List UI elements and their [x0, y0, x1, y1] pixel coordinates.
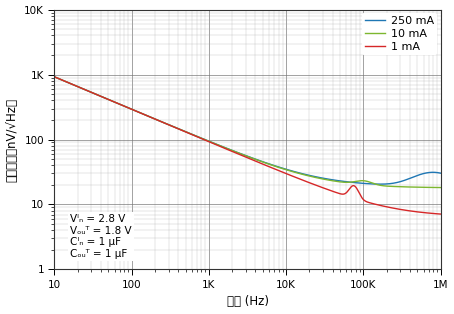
250 mA [430, 171, 436, 174]
10 mA [389, 185, 394, 188]
250 mA [118, 103, 124, 107]
10 mA [430, 186, 436, 189]
X-axis label: 頻率 (Hz): 頻率 (Hz) [227, 295, 269, 308]
1 mA [200, 137, 205, 141]
10 mA [52, 75, 57, 79]
250 mA [378, 182, 383, 186]
Text: Vᴵₙ = 2.8 V
Vₒᵤᵀ = 1.8 V
Cᴵₙ = 1 μF
Cₒᵤᵀ = 1 μF: Vᴵₙ = 2.8 V Vₒᵤᵀ = 1.8 V Cᴵₙ = 1 μF Cₒᵤᵀ… [70, 214, 132, 259]
1 mA [52, 75, 57, 79]
1 mA [430, 212, 436, 215]
1 mA [217, 144, 222, 148]
10 mA [96, 94, 101, 97]
Line: 10 mA: 10 mA [54, 77, 441, 187]
250 mA [438, 171, 444, 175]
250 mA [52, 75, 57, 79]
10 mA [438, 186, 444, 189]
1 mA [438, 212, 444, 216]
10 mA [217, 143, 222, 147]
250 mA [389, 181, 395, 185]
Y-axis label: 输出噪声（nV/√Hz）: 输出噪声（nV/√Hz） [5, 98, 19, 181]
1 mA [96, 94, 101, 97]
1 mA [118, 103, 124, 107]
1 mA [389, 206, 394, 210]
10 mA [118, 103, 124, 107]
250 mA [200, 137, 205, 141]
250 mA [96, 94, 101, 97]
10 mA [200, 137, 205, 141]
250 mA [217, 143, 222, 147]
Legend: 250 mA, 10 mA, 1 mA: 250 mA, 10 mA, 1 mA [362, 13, 437, 56]
Line: 250 mA: 250 mA [54, 77, 441, 184]
Line: 1 mA: 1 mA [54, 77, 441, 214]
